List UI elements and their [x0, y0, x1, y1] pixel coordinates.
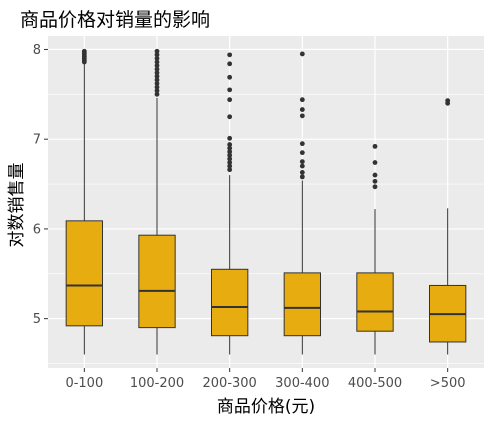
- outlier-point: [372, 178, 378, 184]
- outlier-point: [227, 163, 233, 169]
- outlier-point: [227, 52, 233, 58]
- plot-panel: [48, 36, 484, 368]
- outlier-point: [299, 141, 305, 147]
- y-tick-label: 8: [33, 43, 41, 58]
- outlier-point: [154, 84, 160, 90]
- outlier-point: [227, 167, 233, 173]
- box->500: [429, 98, 467, 355]
- outlier-point: [81, 48, 87, 54]
- outlier-point: [154, 73, 160, 79]
- outlier-point: [227, 160, 233, 165]
- outlier-point: [227, 87, 233, 93]
- y-tick-label: 6: [33, 222, 41, 237]
- box-body: [65, 220, 103, 327]
- box-400-500: [356, 143, 394, 355]
- outlier-point: [445, 98, 451, 104]
- x-tick-label: >500: [430, 376, 466, 391]
- box-body: [138, 234, 176, 329]
- outlier-point: [299, 51, 305, 57]
- x-tick-label: 200-300: [203, 376, 257, 391]
- outlier-point: [154, 66, 160, 72]
- x-tick-label: 100-200: [130, 376, 184, 391]
- outlier-point: [154, 56, 160, 61]
- outlier-point: [372, 172, 378, 178]
- outlier-point: [154, 59, 160, 65]
- box-100-200: [138, 48, 176, 355]
- outlier-point: [154, 77, 160, 83]
- box-body: [356, 272, 394, 332]
- box-300-400: [283, 51, 321, 355]
- box-200-300: [211, 52, 249, 355]
- outlier-point: [154, 70, 160, 76]
- outlier-point: [372, 160, 378, 165]
- x-tick-label: 0-100: [65, 376, 103, 391]
- outlier-point: [154, 52, 160, 58]
- box-body: [211, 268, 249, 337]
- outlier-point: [299, 113, 305, 119]
- y-axis: 5 6 7 8: [33, 43, 48, 327]
- chart-title: 商品价格对销量的影响: [20, 9, 210, 31]
- outlier-point: [227, 156, 233, 162]
- outlier-point: [299, 169, 305, 175]
- outlier-point: [372, 143, 378, 149]
- outlier-point: [227, 142, 233, 147]
- outlier-point: [227, 149, 233, 155]
- outlier-point: [227, 152, 233, 158]
- outlier-point: [227, 74, 233, 80]
- outlier-point: [299, 107, 305, 112]
- y-tick-label: 5: [33, 312, 41, 327]
- boxes-layer: [65, 48, 467, 355]
- outlier-point: [227, 145, 233, 151]
- x-tick-label: 400-500: [348, 376, 402, 391]
- outlier-point: [154, 91, 160, 97]
- y-tick-label: 7: [33, 133, 41, 148]
- outlier-point: [154, 88, 160, 94]
- outlier-point: [299, 163, 305, 169]
- x-tick-label: 300-400: [275, 376, 329, 391]
- outlier-point: [299, 159, 305, 165]
- outlier-point: [227, 114, 233, 120]
- outlier-point: [372, 184, 378, 190]
- box-0-100: [65, 48, 103, 355]
- outlier-point: [299, 150, 305, 156]
- box-body: [283, 272, 321, 337]
- outlier-point: [154, 63, 160, 69]
- outlier-point: [299, 174, 305, 180]
- outlier-point: [227, 135, 233, 141]
- outlier-point: [154, 48, 160, 54]
- y-axis-title: 对数销售量: [7, 163, 27, 248]
- outlier-point: [154, 81, 160, 86]
- outlier-point: [227, 61, 233, 67]
- x-axis: 0-100 100-200 200-300 300-400 400-500 >500: [65, 368, 466, 391]
- outlier-point: [227, 97, 233, 103]
- outlier-point: [299, 97, 305, 103]
- x-axis-title: 商品价格(元): [217, 397, 315, 417]
